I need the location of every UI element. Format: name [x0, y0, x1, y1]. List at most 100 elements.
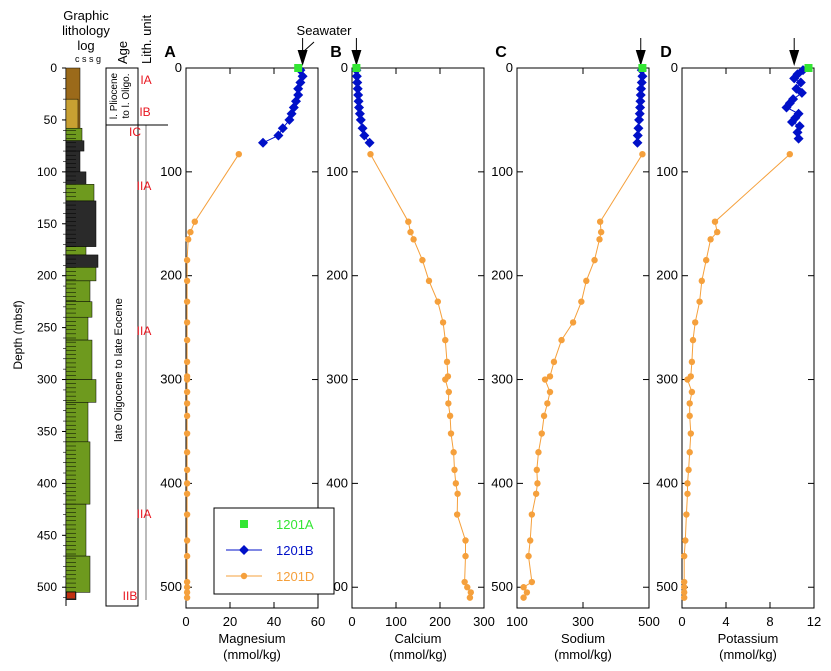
marker-diamond	[787, 117, 797, 127]
marker-diamond	[795, 77, 806, 88]
marker-circle	[535, 449, 542, 456]
grain-size-label: c s s g	[75, 54, 101, 64]
y-tick-label: 100	[656, 164, 678, 179]
marker-circle	[681, 578, 688, 586]
marker-circle	[183, 400, 191, 407]
age-label-oligocene-eocene: late Oligocene to late Eocene	[113, 298, 125, 442]
seawater-arrow	[635, 50, 646, 66]
x-tick-label: 8	[766, 614, 773, 629]
marker-diamond	[634, 108, 645, 119]
depth-tick-label-left: 400	[37, 476, 57, 490]
marker-diamond	[789, 73, 800, 84]
x-axis-label: Magnesium	[218, 631, 285, 646]
series-1201A	[804, 64, 813, 72]
age-header: Age	[115, 41, 130, 64]
marker-diamond	[352, 77, 363, 88]
marker-diamond	[273, 130, 284, 141]
marker-circle	[523, 589, 531, 596]
lithology-title-line-1: Graphic	[63, 8, 109, 23]
marker-diamond	[633, 123, 644, 134]
unit-label-iib: IIB	[123, 589, 138, 603]
marker-circle	[183, 537, 191, 544]
series-1201A	[294, 64, 303, 72]
marker-circle	[681, 552, 688, 560]
marker-diamond	[354, 108, 365, 119]
depth-tick-label-left: 450	[37, 528, 57, 542]
marker-circle	[533, 466, 540, 474]
marker-circle	[405, 218, 412, 225]
unit-label-ic: IC	[129, 125, 141, 139]
marker-circle	[687, 430, 694, 437]
marker-square	[804, 64, 813, 72]
x-tick-label: 12	[807, 614, 821, 629]
marker-circle	[525, 552, 532, 560]
marker-diamond	[636, 83, 647, 94]
marker-diamond	[351, 71, 362, 82]
marker-circle	[711, 218, 719, 225]
x-axis-label: Potassium	[718, 631, 779, 646]
depth-tick-label-left: 200	[37, 269, 57, 283]
x-tick-label: 20	[223, 614, 237, 629]
y-tick-label: 300	[656, 372, 678, 387]
marker-circle	[596, 236, 603, 243]
marker-circle	[698, 277, 705, 285]
marker-circle	[528, 578, 536, 586]
depth-axis-label: Depth (mbsf)	[11, 300, 25, 369]
panel-c: C 100 300 500 Sodium(mmol/kg) 0 100 200 300 400 50…	[491, 38, 660, 662]
seawater-label: Seawater	[297, 23, 353, 38]
lithology-bed	[65, 171, 87, 185]
marker-diamond	[635, 102, 646, 113]
marker-circle	[546, 373, 554, 380]
lithology-bed	[65, 402, 89, 443]
marker-diamond	[359, 130, 370, 141]
marker-circle	[683, 511, 690, 518]
marker-circle	[583, 277, 590, 285]
marker-diamond	[792, 127, 803, 138]
legend-label: 1201B	[276, 543, 314, 558]
marker-diamond	[353, 90, 364, 100]
marker-circle	[183, 430, 191, 437]
marker-circle	[445, 400, 452, 407]
marker-circle	[591, 256, 598, 264]
marker-circle	[462, 537, 469, 544]
y-tick-label: 400	[160, 475, 182, 490]
lithology-bed	[65, 254, 99, 268]
x-tick-label: 200	[429, 614, 451, 629]
marker-diamond	[284, 114, 295, 125]
lithology-bed	[65, 301, 93, 318]
series-line	[683, 153, 791, 598]
marker-diamond	[635, 90, 646, 100]
marker-circle	[684, 480, 691, 487]
panel-b: B0 100 200 300Calcium(mmol/kg)0100200300400…	[326, 38, 495, 662]
marker-circle	[596, 218, 604, 225]
y-tick-label: 500	[656, 579, 678, 594]
marker-circle	[183, 376, 191, 383]
marker-circle	[707, 236, 714, 243]
marker-circle	[407, 228, 414, 236]
marker-circle	[419, 256, 426, 264]
marker-circle	[569, 319, 577, 326]
marker-circle	[183, 594, 191, 601]
lithology-bed	[65, 267, 97, 282]
unit-header: Lith. unit	[139, 14, 154, 64]
unit-label-iia-1: IIA	[137, 179, 152, 193]
y-tick-label: 200	[656, 268, 678, 283]
unit-label-ib: IB	[139, 105, 150, 119]
marker-circle	[442, 376, 449, 383]
series-1201B	[781, 65, 808, 144]
depth-tick-label-left: 300	[37, 373, 57, 387]
depth-tick-label-left: 50	[44, 113, 58, 127]
series-1201A	[352, 64, 361, 72]
marker-circle	[452, 480, 460, 487]
depth-tick-label-left: 0	[50, 61, 57, 75]
marker-circle	[688, 388, 696, 396]
marker-circle	[786, 150, 793, 158]
series-1201A	[638, 64, 647, 72]
x-tick-label: 0	[182, 614, 189, 629]
seawater-arrow	[351, 50, 362, 66]
age-label-oligo: to l. Oligo.	[121, 73, 132, 118]
series-1201D	[183, 150, 242, 601]
marker-circle	[183, 589, 191, 596]
marker-circle	[464, 584, 471, 591]
